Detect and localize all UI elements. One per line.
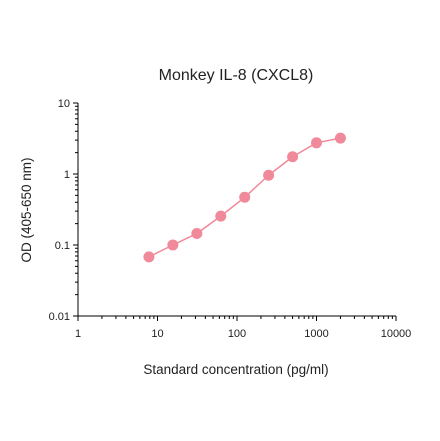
x-tick-label: 1000 [304,328,328,340]
x-axis-title: Standard concentration (pg/ml) [143,362,328,377]
data-point [143,251,155,263]
data-point [334,132,346,144]
y-tick-label: 0.1 [55,240,70,252]
series-layer [143,132,346,263]
data-point [191,228,203,240]
y-tick-label: 0.01 [49,311,70,323]
x-tick-label: 1 [75,328,81,340]
chart-title: Monkey IL-8 (CXCL8) [159,67,314,84]
x-tick-label: 10 [151,328,163,340]
axes [77,103,396,317]
y-tick-label: 10 [58,98,70,110]
data-point [311,137,322,149]
data-point [287,151,299,163]
data-point [263,169,275,181]
x-tick-label: 10000 [381,328,412,340]
data-point [239,191,251,203]
data-point [167,239,179,251]
x-tick-label: 100 [228,328,246,340]
y-axis-title: OD (405-650 nm) [19,157,34,262]
data-point [215,210,227,222]
y-tick-label: 1 [64,169,70,181]
ticks: 0.01 0.1 1 10 1 10 100 1000 10000 [49,98,412,340]
